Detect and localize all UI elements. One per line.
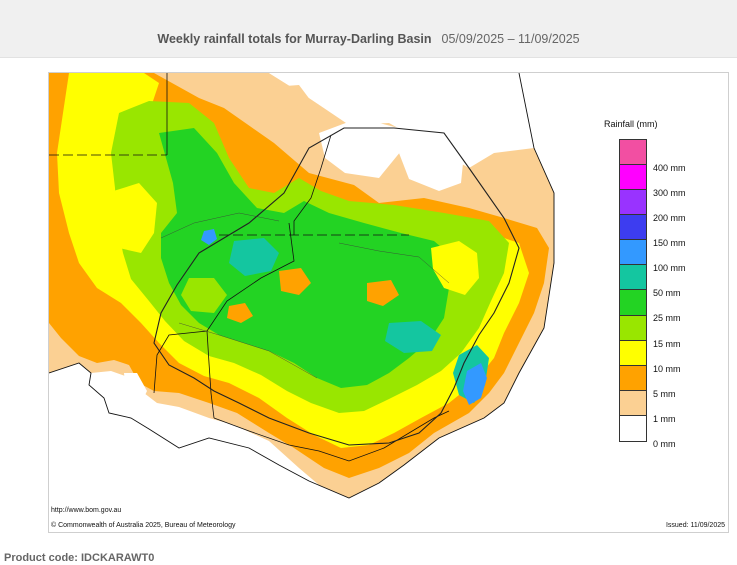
legend-swatch xyxy=(620,415,646,441)
map-pocket-5mm-a xyxy=(279,268,311,295)
map-dry-northeast xyxy=(481,73,554,148)
legend-swatch xyxy=(620,390,646,416)
legend-title: Rainfall (mm) xyxy=(604,119,658,129)
map-dry-patch-1mm xyxy=(259,85,311,109)
legend-label: 200 mm xyxy=(653,213,686,224)
border-sa-nsw-vic xyxy=(153,222,295,394)
map-pocket-5mm-c xyxy=(227,303,253,323)
copyright-text: © Commonwealth of Australia 2025, Bureau… xyxy=(51,522,236,529)
coastline xyxy=(49,73,555,499)
legend-swatch xyxy=(620,340,646,366)
legend-color-bar xyxy=(619,139,647,442)
map-region-25mm xyxy=(159,128,454,388)
map-patch-50mm-northwest xyxy=(229,238,279,276)
map-gulf-west xyxy=(49,363,109,423)
map-patch-100mm xyxy=(463,363,487,405)
legend-label: 50 mm xyxy=(653,288,681,299)
product-code: Product code: IDCKARAWT0 xyxy=(4,552,155,564)
legend-label: 0 mm xyxy=(653,438,676,449)
legend-swatch xyxy=(620,165,646,191)
header-bar: Weekly rainfall totals for Murray-Darlin… xyxy=(0,0,737,58)
contour-line-c xyxy=(338,242,450,284)
map-pocket-5mm-b xyxy=(367,280,399,306)
legend-swatch xyxy=(620,365,646,391)
border-nsw-vic xyxy=(213,410,450,462)
legend-label: 5 mm xyxy=(653,388,676,399)
legend-label: 300 mm xyxy=(653,188,686,199)
legend-label: 10 mm xyxy=(653,363,681,374)
map-patch-lightgreen-central xyxy=(181,278,227,313)
map-title: Weekly rainfall totals for Murray-Darlin… xyxy=(157,32,432,46)
legend-label: 25 mm xyxy=(653,313,681,324)
map-dry-north-a xyxy=(269,73,399,123)
rainfall-map-figure: Rainfall (mm) 400 mm 300 mm 200 mm 150 mm 10… xyxy=(48,72,729,533)
map-svg xyxy=(49,73,728,532)
map-patch-100mm-west xyxy=(201,229,217,245)
legend-label: 100 mm xyxy=(653,263,686,274)
legend-swatch xyxy=(620,140,646,166)
page-title: Weekly rainfall totals for Murray-Darlin… xyxy=(0,32,737,46)
legend-swatch xyxy=(620,240,646,266)
legend-label: 150 mm xyxy=(653,238,686,249)
border-sa-vic xyxy=(206,330,215,419)
contour-line-b xyxy=(178,322,318,379)
legend-swatch xyxy=(620,315,646,341)
map-dry-north-b xyxy=(319,118,401,178)
legend-swatch xyxy=(620,265,646,291)
contour-line-a xyxy=(160,212,280,239)
map-pocket-10mm-east xyxy=(431,241,479,295)
legend-swatch xyxy=(620,290,646,316)
map-inlet xyxy=(124,373,147,408)
map-patch-yellow-west xyxy=(107,183,157,253)
basin-boundary xyxy=(153,127,520,446)
border-qld-nsw-north xyxy=(293,134,332,235)
issued-date: Issued: 11/09/2025 xyxy=(665,522,725,529)
legend-label: 1 mm xyxy=(653,413,676,424)
rainfall-map: Rainfall (mm) 400 mm 300 mm 200 mm 150 mm 10… xyxy=(49,73,728,532)
source-url: http://www.bom.gov.au xyxy=(51,507,122,514)
legend-swatch xyxy=(620,215,646,241)
legend-label: 15 mm xyxy=(653,338,681,349)
legend-label: 400 mm xyxy=(653,163,686,173)
map-dry-north-c xyxy=(399,125,464,191)
map-patch-50mm-central-east xyxy=(385,321,441,353)
map-ocean xyxy=(49,73,728,532)
date-range: 05/09/2025 – 11/09/2025 xyxy=(441,32,580,46)
legend-labels: 400 mm 300 mm 200 mm 150 mm 100 mm 50 mm 25 mm… xyxy=(653,156,686,457)
legend-swatch xyxy=(620,190,646,216)
